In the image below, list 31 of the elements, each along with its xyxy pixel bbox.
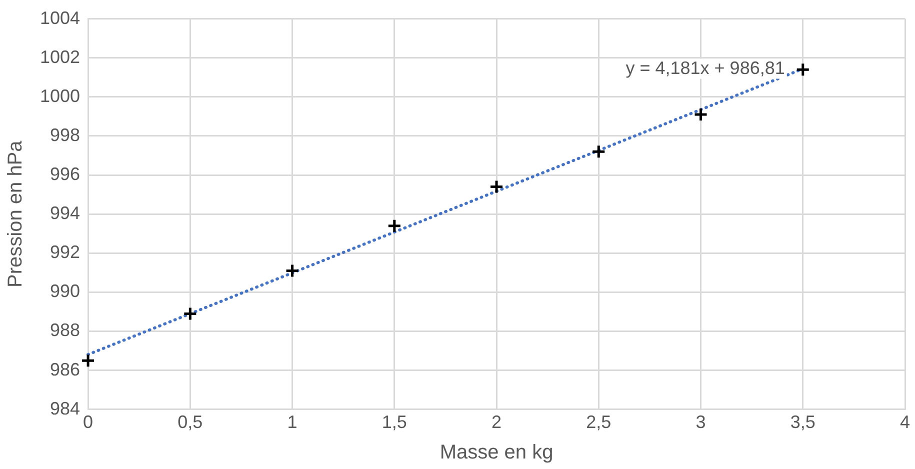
x-tick-label: 1,5 [382, 412, 407, 432]
point [694, 107, 708, 122]
x-tick-label: 1 [287, 412, 298, 432]
x-tick-label: 2,5 [586, 412, 612, 432]
point [489, 180, 504, 194]
point [182, 306, 198, 321]
y-tick-label: 986 [50, 359, 80, 380]
y-tick-label: 1000 [40, 86, 80, 106]
y-tick-label: 1002 [40, 46, 80, 67]
annotation: y = 4,181x + 986,81 [626, 58, 785, 78]
x-tick-label: 0,5 [178, 412, 203, 432]
point [591, 144, 606, 159]
point [80, 353, 96, 368]
y-axis-title: Pression en hPa [4, 140, 27, 288]
x-tick-label: 0 [83, 412, 94, 432]
y-tick-label: 990 [50, 281, 80, 302]
x-axis-title: Masse en kg [440, 442, 554, 464]
y-tick-label: 1004 [40, 8, 80, 28]
y-tick-label: 996 [50, 164, 80, 184]
point [285, 263, 300, 278]
point [387, 218, 402, 234]
point [796, 62, 810, 77]
x-tick-label: 4 [900, 412, 910, 432]
x-tick-label: 3 [696, 412, 706, 432]
y-tick-label: 984 [50, 398, 80, 418]
y-tick-label: 992 [50, 242, 80, 262]
y-tick-label: 994 [50, 203, 80, 224]
y-tick-label: 988 [50, 320, 80, 340]
x-tick-label: 2 [492, 412, 502, 432]
x-tick-label: 3,5 [790, 412, 816, 432]
y-tick-label: 998 [50, 124, 80, 145]
